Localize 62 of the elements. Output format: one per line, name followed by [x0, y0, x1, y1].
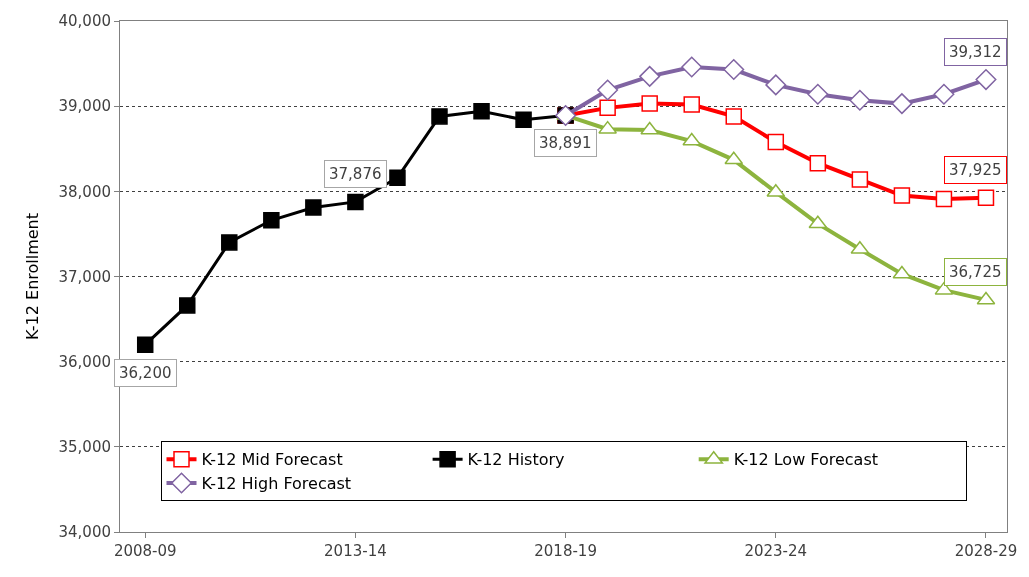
annotation: 36,725 — [949, 263, 1002, 281]
point — [305, 199, 322, 216]
point — [136, 336, 154, 353]
y-tick-label: 40,000 — [58, 12, 111, 31]
point — [473, 103, 490, 120]
point — [976, 291, 996, 305]
y-axis-title: K-12 Enrollment — [23, 212, 43, 341]
legend-label: K-12 Low Forecast — [733, 450, 879, 470]
point — [639, 65, 661, 87]
point — [179, 297, 196, 314]
legend-label: K-12 Mid Forecast — [201, 450, 343, 470]
annotation: 39,312 — [949, 43, 1002, 61]
y-tick-label: 35,000 — [58, 438, 111, 457]
y-tick-label: 36,000 — [58, 352, 111, 371]
point — [725, 108, 742, 125]
point — [431, 108, 448, 125]
point — [767, 133, 785, 151]
y-tick-label: 38,000 — [58, 182, 111, 201]
point — [724, 151, 744, 165]
point — [893, 187, 911, 204]
point — [221, 234, 238, 251]
point — [851, 171, 869, 188]
point — [975, 69, 997, 91]
point — [892, 265, 912, 279]
point — [723, 59, 745, 81]
point — [597, 79, 619, 101]
point — [682, 132, 702, 146]
legend-label: K-12 High Forecast — [201, 474, 352, 494]
point — [977, 189, 995, 206]
point — [807, 83, 829, 105]
legend-label: K-12 History — [467, 450, 565, 470]
x-tick-label: 2018-19 — [534, 542, 597, 560]
point — [683, 96, 700, 113]
point — [389, 169, 406, 186]
point — [934, 281, 954, 295]
point — [849, 89, 871, 111]
point — [599, 99, 616, 117]
annotation: 37,876 — [329, 165, 382, 183]
x-tick-label: 2008-09 — [113, 542, 177, 560]
point — [765, 74, 787, 96]
point — [766, 183, 786, 197]
x-tick-label: 2023-24 — [744, 542, 808, 560]
point — [808, 215, 828, 229]
y-tick-label: 39,000 — [58, 97, 111, 116]
point — [935, 190, 953, 208]
x-tick-label: 2013-14 — [324, 542, 387, 560]
point — [681, 56, 703, 78]
point — [891, 93, 913, 115]
point — [809, 154, 827, 172]
x-tick-label: 2028-29 — [954, 542, 1018, 560]
point — [640, 121, 660, 135]
annotation: 37,925 — [949, 161, 1002, 179]
point — [515, 111, 532, 129]
point — [641, 95, 658, 112]
point — [598, 120, 618, 134]
point — [347, 193, 364, 211]
annotation: 36,200 — [119, 364, 172, 382]
annotation: 38,891 — [539, 134, 592, 152]
point — [933, 83, 955, 105]
y-tick-label: 37,000 — [58, 267, 111, 286]
y-tick-label: 34,000 — [58, 523, 111, 542]
point — [263, 212, 280, 229]
